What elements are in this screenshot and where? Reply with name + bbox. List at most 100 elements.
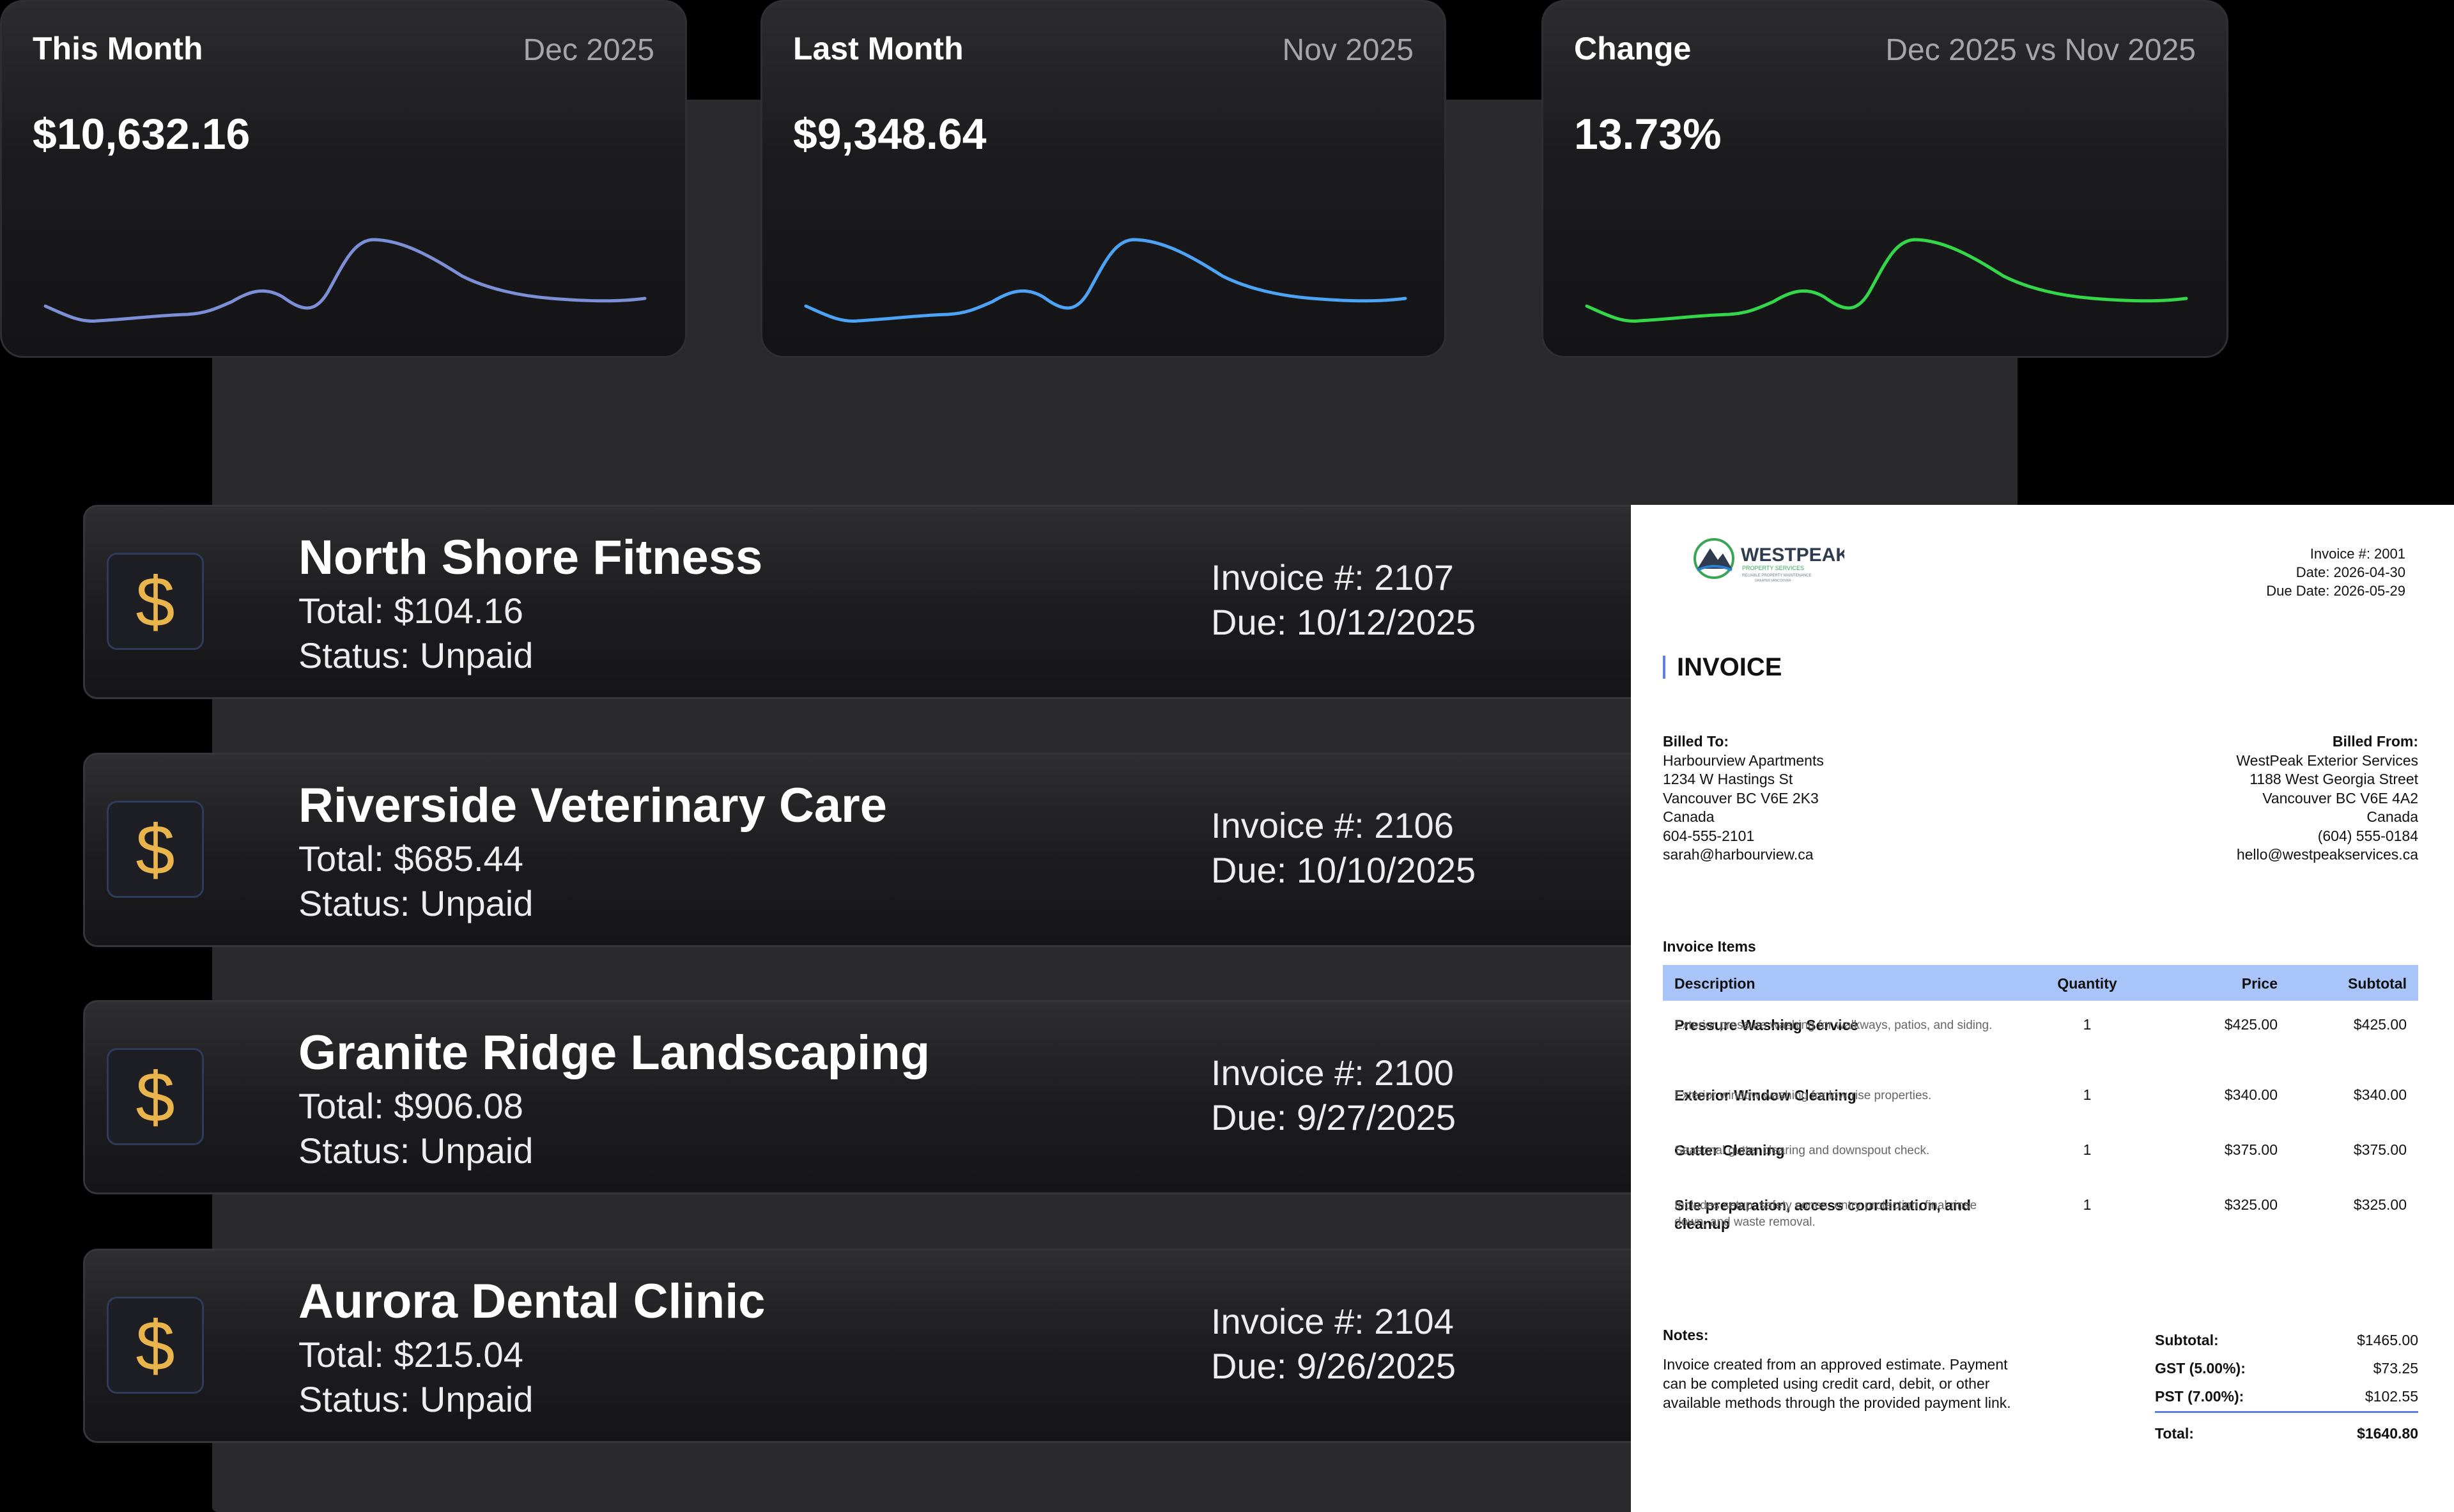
stat-title: Change (1574, 31, 1692, 66)
dollar-icon: $ (107, 801, 204, 898)
totals-label: Subtotal: (2155, 1332, 2219, 1348)
company-logo: WESTPEAK PROPERTY SERVICES RELIABLE PROP… (1694, 538, 1844, 583)
address-line: hello@westpeakservices.ca (2236, 846, 2418, 863)
invoice-meta: Invoice #: 2001 Date: 2026-04-30 Due Dat… (2266, 544, 2405, 600)
client-name: North Shore Fitness (298, 530, 763, 585)
dollar-icon: $ (107, 1048, 204, 1145)
address-line: Canada (1663, 808, 1715, 825)
invoice-due-date: Due: 10/12/2025 (1211, 602, 1476, 642)
stat-value: $10,632.16 (33, 110, 251, 158)
stat-value: 13.73% (1574, 110, 1722, 158)
totals-divider (2155, 1411, 2418, 1413)
notes-text: Invoice created from an approved estimat… (1663, 1356, 2011, 1411)
item-subtotal: $325.00 (2353, 1196, 2407, 1213)
stat-value: $9,348.64 (793, 110, 987, 158)
invoice-status: Status: Unpaid (298, 635, 534, 675)
items-table-header: Description Quantity Price Subtotal (1663, 965, 2418, 1001)
notes-label: Notes: (1663, 1327, 1709, 1343)
address-line: Vancouver BC V6E 2K3 (1663, 789, 1819, 806)
address-line: 1188 West Georgia Street (2250, 771, 2418, 787)
invoice-card[interactable]: $ Aurora Dental Clinic Total: $215.04 St… (83, 1249, 1719, 1443)
item-subtotal: $340.00 (2353, 1086, 2407, 1103)
sparkline (1585, 238, 2188, 323)
invoice-status: Status: Unpaid (298, 883, 534, 923)
item-description: Includes setup, safety cones, entry prot… (1674, 1199, 1977, 1229)
address-line: 604-555-2101 (1663, 827, 1755, 844)
totals-value: $1640.80 (2357, 1425, 2418, 1442)
stat-card-last-month[interactable]: Last Month Nov 2025 $9,348.64 (760, 0, 1446, 358)
logo-tagline: RELIABLE PROPERTY MAINTENANCE (1742, 574, 1811, 578)
invoice-due-date: Due Date: 2026-05-29 (2266, 583, 2405, 599)
stat-card-this-month[interactable]: This Month Dec 2025 $10,632.16 (0, 0, 687, 358)
invoice-card[interactable]: $ Granite Ridge Landscaping Total: $906.… (83, 1000, 1719, 1194)
header-price: Price (2241, 975, 2278, 992)
item-price: $325.00 (2224, 1196, 2278, 1213)
billed-to: Billed To: Harbourview Apartments 1234 W… (1663, 732, 1824, 865)
header-subtotal: Subtotal (2348, 975, 2407, 992)
totals-label: Total: (2155, 1425, 2194, 1442)
invoice-card[interactable]: $ North Shore Fitness Total: $104.16 Sta… (83, 505, 1719, 699)
item-quantity: 1 (2083, 1016, 2092, 1033)
address-line: 1234 W Hastings St (1663, 771, 1793, 787)
dollar-icon: $ (107, 553, 204, 650)
invoice-status: Status: Unpaid (298, 1130, 534, 1171)
item-subtotal: $375.00 (2353, 1141, 2407, 1158)
address-line: Canada (2366, 808, 2418, 825)
sparkline (43, 238, 647, 323)
logo-tagline-2: GREATER VANCOUVER (1755, 579, 1791, 583)
invoice-due-date: Due: 10/10/2025 (1211, 850, 1476, 890)
totals-label: PST (7.00%): (2155, 1388, 2244, 1405)
item-title: Pressure Washing Service (1674, 1017, 1859, 1033)
stat-period: Dec 2025 (523, 33, 654, 67)
invoice-status: Status: Unpaid (298, 1379, 534, 1419)
item-title: Exterior Window Cleaning (1674, 1087, 1856, 1104)
header-quantity: Quantity (2057, 975, 2117, 992)
totals-label: GST (5.00%): (2155, 1360, 2246, 1377)
logo-subtitle: PROPERTY SERVICES (1742, 565, 1804, 571)
client-name: Riverside Veterinary Care (298, 778, 887, 833)
invoice-total: Total: $906.08 (298, 1086, 523, 1126)
address-line: (604) 555-0184 (2317, 827, 2418, 844)
invoice-due-date: Due: 9/26/2025 (1211, 1346, 1456, 1386)
invoice-total: Total: $104.16 (298, 590, 523, 631)
stat-title: This Month (33, 31, 203, 66)
header-description: Description (1674, 975, 1756, 992)
invoice-number: Invoice #: 2107 (1211, 557, 1454, 598)
billed-from: Billed From: WestPeak Exterior Services … (2236, 732, 2418, 865)
item-title: Gutter Cleaning (1674, 1142, 1785, 1159)
stat-period: Dec 2025 vs Nov 2025 (1885, 33, 2196, 67)
item-price: $425.00 (2224, 1016, 2278, 1033)
item-title: Site preparation, access coordination, a… (1674, 1197, 1971, 1232)
totals-value: $1465.00 (2357, 1332, 2418, 1348)
invoice-number: Invoice #: 2001 (2310, 546, 2405, 562)
address-line: sarah@harbourview.ca (1663, 846, 1814, 863)
totals-value: $73.25 (2373, 1360, 2418, 1377)
invoice-total: Total: $215.04 (298, 1334, 523, 1375)
item-subtotal: $425.00 (2353, 1016, 2407, 1033)
sparkline (804, 238, 1407, 323)
invoice-date: Date: 2026-04-30 (2296, 564, 2405, 580)
address-line: Vancouver BC V6E 4A2 (2262, 789, 2418, 806)
item-quantity: 1 (2083, 1086, 2092, 1103)
invoice-due-date: Due: 9/27/2025 (1211, 1097, 1456, 1138)
dollar-icon: $ (107, 1297, 204, 1394)
item-description: Seasonal gutter clearing and downspout c… (1674, 1144, 1930, 1157)
invoice-document: WESTPEAK PROPERTY SERVICES RELIABLE PROP… (1631, 505, 2454, 1512)
totals-value: $102.55 (2365, 1388, 2418, 1405)
billed-to-label: Billed To: (1663, 733, 1729, 750)
address-line: Harbourview Apartments (1663, 752, 1824, 769)
item-description: Exterior window washing for low-rise pro… (1674, 1089, 1932, 1102)
item-price: $340.00 (2224, 1086, 2278, 1103)
item-quantity: 1 (2083, 1141, 2092, 1158)
invoice-number: Invoice #: 2100 (1211, 1053, 1454, 1093)
client-name: Granite Ridge Landscaping (298, 1026, 930, 1080)
stat-title: Last Month (793, 31, 964, 66)
stat-card-change[interactable]: Change Dec 2025 vs Nov 2025 13.73% (1541, 0, 2228, 358)
items-label: Invoice Items (1663, 938, 1756, 955)
item-price: $375.00 (2224, 1141, 2278, 1158)
logo-title: WESTPEAK (1741, 544, 1844, 566)
billed-from-label: Billed From: (2332, 733, 2418, 750)
stat-period: Nov 2025 (1282, 33, 1414, 67)
item-description: Exterior pressure washing for walkways, … (1674, 1019, 1993, 1032)
invoice-card[interactable]: $ Riverside Veterinary Care Total: $685.… (83, 753, 1719, 947)
